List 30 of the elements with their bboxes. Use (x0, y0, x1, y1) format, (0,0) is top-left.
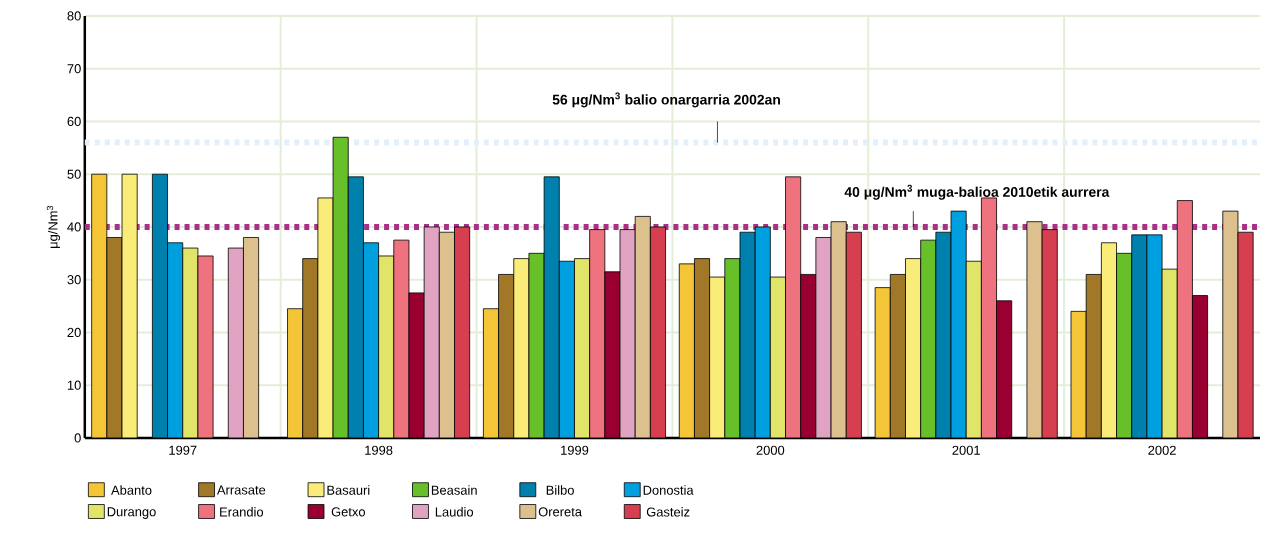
y-axis-title: μg/Nm$^{3}$ (46, 206, 61, 249)
y-tick-label: 30 (67, 275, 81, 285)
ref-line-label: 40 μg/Nm$^{3}$ muga-balioa 2010etik aurrera (844, 184, 1110, 200)
x-tick-label: 2000 (756, 445, 785, 455)
legend-label: Beasain (431, 485, 477, 495)
y-tick-label: 40 (67, 222, 81, 232)
y-tick-label: 0 (74, 433, 81, 443)
legend-label: Bilbo (546, 485, 574, 495)
x-tick-label: 2001 (952, 445, 980, 455)
y-tick-label: 10 (67, 380, 81, 390)
legend-label: Donostia (643, 485, 694, 495)
legend-label: Abanto (111, 485, 152, 495)
y-tick-label: 50 (67, 169, 81, 179)
legend-label: Getxo (331, 507, 365, 517)
x-tick-label: 1998 (365, 445, 393, 455)
y-tick-label: 70 (67, 64, 81, 74)
legend-label: Basauri (327, 485, 370, 495)
y-tick-label: 60 (67, 117, 81, 127)
x-tick-label: 1999 (561, 445, 589, 455)
legend-label: Durango (107, 507, 156, 520)
ref-line-label: 56 μg/Nm$^{3}$ balio onargarria 2002an (552, 92, 780, 108)
legend-label: Laudio (435, 507, 474, 517)
legend-label: Gasteiz (646, 507, 690, 517)
legend-label: Arrasate (216, 485, 266, 495)
y-tick-label: 80 (67, 11, 81, 21)
y-tick-label: 20 (67, 328, 81, 338)
legend-label: Orereta (538, 507, 582, 517)
legend-label: Erandio (220, 507, 264, 517)
x-tick-label: 2002 (1148, 445, 1176, 455)
x-tick-label: 1997 (169, 445, 197, 455)
